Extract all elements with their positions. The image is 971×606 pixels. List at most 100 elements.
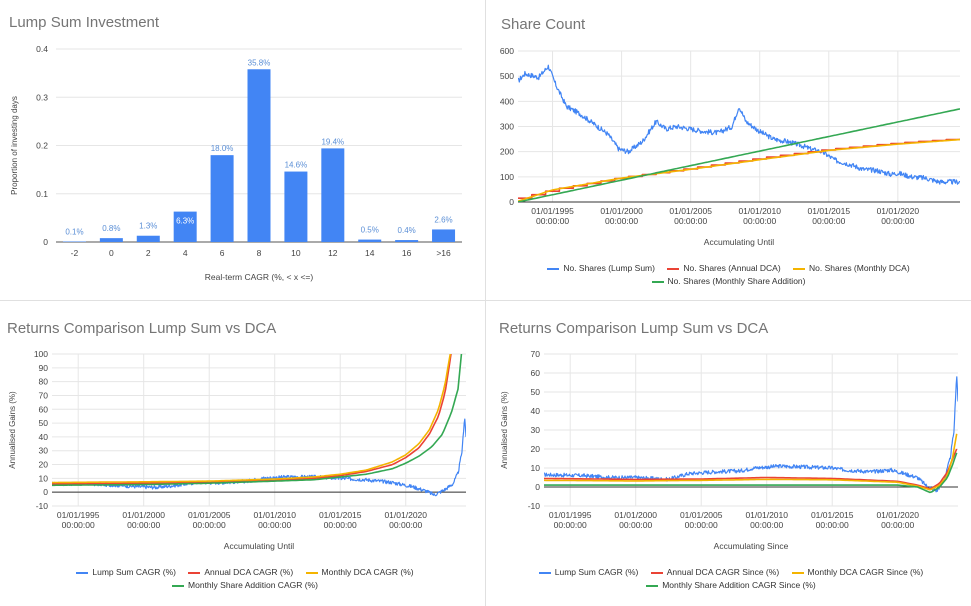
returns-since-panel: Returns Comparison Lump Sum vs DCA -10 0 1… <box>486 301 971 606</box>
y-tick-label: -10 <box>528 501 541 511</box>
x-tick-label: 14 <box>365 248 375 258</box>
returns-until-legend[interactable]: Lump Sum CAGR (%) Annual DCA CAGR (%) Mo… <box>15 566 475 592</box>
x-tick-label: 01/01/2005 <box>680 510 723 520</box>
x-axis-title: Accumulating Until <box>224 541 295 551</box>
x-tick-sublabel: 00:00:00 <box>881 216 914 226</box>
series-line <box>544 448 958 490</box>
y-tick-label: 0 <box>43 237 48 247</box>
data-label: 6.3% <box>176 217 194 226</box>
legend-item[interactable]: Annual DCA CAGR (%) <box>188 566 293 579</box>
x-axis-title: Accumulating Until <box>704 237 775 247</box>
x-tick-label: 2 <box>146 248 151 258</box>
y-tick-label: 30 <box>39 446 49 456</box>
legend-label: No. Shares (Lump Sum) <box>563 263 655 273</box>
lump-sum-panel: Lump Sum Investment 0 0.1 0.2 0.3 0.4 -2 0.1% 0… <box>0 0 485 300</box>
y-axis-title: Proportion of investing days <box>10 96 19 195</box>
y-tick-label: 400 <box>500 96 514 106</box>
y-axis-title: Annualised Gains (%) <box>500 391 509 469</box>
x-tick-label: 01/01/2020 <box>876 510 919 520</box>
legend-item[interactable]: Annual DCA CAGR Since (%) <box>650 566 779 579</box>
y-tick-label: 200 <box>500 147 514 157</box>
legend-swatch <box>650 571 663 574</box>
x-tick-label: 01/01/2005 <box>188 510 231 520</box>
legend-item[interactable]: Monthly Share Addition CAGR (%) <box>172 579 318 592</box>
share-count-panel: Share Count 0 100 200 300 400 500 600 01/01/199… <box>486 0 971 300</box>
legend-item[interactable]: No. Shares (Lump Sum) <box>547 262 655 275</box>
y-tick-label: 0.4 <box>36 44 48 54</box>
share-count-legend[interactable]: No. Shares (Lump Sum) No. Shares (Annual… <box>506 262 951 288</box>
bar <box>321 148 345 242</box>
y-tick-label: 0.3 <box>36 92 48 102</box>
series-line <box>52 354 452 484</box>
data-label: 35.8% <box>248 58 271 67</box>
bar <box>432 229 456 242</box>
legend-item[interactable]: Lump Sum CAGR (%) <box>538 566 639 579</box>
x-tick-label: 10 <box>291 248 301 258</box>
x-tick-label: 01/01/2000 <box>614 510 657 520</box>
legend-swatch <box>305 571 318 574</box>
y-tick-label: 20 <box>39 460 49 470</box>
x-tick-label: 4 <box>183 248 188 258</box>
legend-item[interactable]: No. Shares (Monthly DCA) <box>793 262 910 275</box>
legend-item[interactable]: Monthly DCA CAGR (%) <box>305 566 414 579</box>
legend-swatch <box>547 267 560 270</box>
legend-swatch <box>646 584 659 587</box>
legend-swatch <box>188 571 201 574</box>
x-tick-label: 01/01/2000 <box>600 206 643 216</box>
x-tick-label: 01/01/1995 <box>531 206 574 216</box>
legend-label: No. Shares (Monthly Share Addition) <box>667 276 806 286</box>
x-tick-sublabel: 00:00:00 <box>324 520 357 530</box>
bar <box>247 69 271 242</box>
y-tick-label: 0 <box>509 197 514 207</box>
x-tick-label: 01/01/2020 <box>384 510 427 520</box>
x-tick-sublabel: 00:00:00 <box>674 216 707 226</box>
x-tick-sublabel: 00:00:00 <box>193 520 226 530</box>
legend-item[interactable]: Monthly Share Addition CAGR Since (%) <box>646 579 816 592</box>
legend-swatch <box>172 584 185 587</box>
x-tick-sublabel: 00:00:00 <box>812 216 845 226</box>
legend-label: No. Shares (Monthly DCA) <box>809 263 910 273</box>
x-tick-label: 01/01/2010 <box>738 206 781 216</box>
returns-since-legend[interactable]: Lump Sum CAGR (%) Annual DCA CAGR Since … <box>501 566 961 592</box>
series-line <box>518 138 960 202</box>
x-tick-label: 01/01/2015 <box>808 206 851 216</box>
x-tick-sublabel: 00:00:00 <box>619 520 652 530</box>
series-line <box>518 108 960 202</box>
legend-label: Lump Sum CAGR (%) <box>554 567 639 577</box>
legend-label: Monthly Share Addition CAGR Since (%) <box>662 580 816 590</box>
data-label: 19.4% <box>321 137 344 146</box>
series-line <box>544 452 958 494</box>
x-tick-label: 12 <box>328 248 338 258</box>
y-tick-label: 600 <box>500 46 514 56</box>
returns-until-chart: -10010203040506070809010001/01/199500:00… <box>8 349 466 551</box>
bar <box>358 239 382 242</box>
y-tick-label: 70 <box>39 390 49 400</box>
y-tick-label: 90 <box>39 363 49 373</box>
x-tick-label: 01/01/2020 <box>877 206 920 216</box>
y-tick-label: 0 <box>43 487 48 497</box>
data-label: 0.8% <box>102 224 120 233</box>
returns-since-chart: -1001020304050607001/01/199500:00:0001/0… <box>500 349 958 551</box>
y-tick-label: 30 <box>531 425 541 435</box>
y-tick-label: 0 <box>535 482 540 492</box>
legend-swatch <box>651 280 664 283</box>
data-label: 0.5% <box>361 226 379 235</box>
y-axis-title: Annualised Gains (%) <box>8 391 17 469</box>
legend-item[interactable]: No. Shares (Annual DCA) <box>667 262 781 275</box>
x-tick-sublabel: 00:00:00 <box>605 216 638 226</box>
x-tick-sublabel: 00:00:00 <box>62 520 95 530</box>
legend-swatch <box>667 267 680 270</box>
share-count-title: Share Count <box>501 16 586 33</box>
y-tick-label: 300 <box>500 122 514 132</box>
legend-item[interactable]: Lump Sum CAGR (%) <box>76 566 176 579</box>
legend-item[interactable]: Monthly DCA CAGR Since (%) <box>791 566 923 579</box>
returns-since-title: Returns Comparison Lump Sum vs DCA <box>499 320 769 337</box>
y-tick-label: 80 <box>39 377 49 387</box>
x-tick-sublabel: 00:00:00 <box>389 520 422 530</box>
data-label: 0.1% <box>65 228 83 237</box>
x-tick-sublabel: 00:00:00 <box>816 520 849 530</box>
y-tick-label: 50 <box>531 387 541 397</box>
returns-until-panel: Returns Comparison Lump Sum vs DCA -10 0 1… <box>0 301 485 606</box>
x-tick-label: 8 <box>257 248 262 258</box>
legend-item[interactable]: No. Shares (Monthly Share Addition) <box>651 275 806 288</box>
